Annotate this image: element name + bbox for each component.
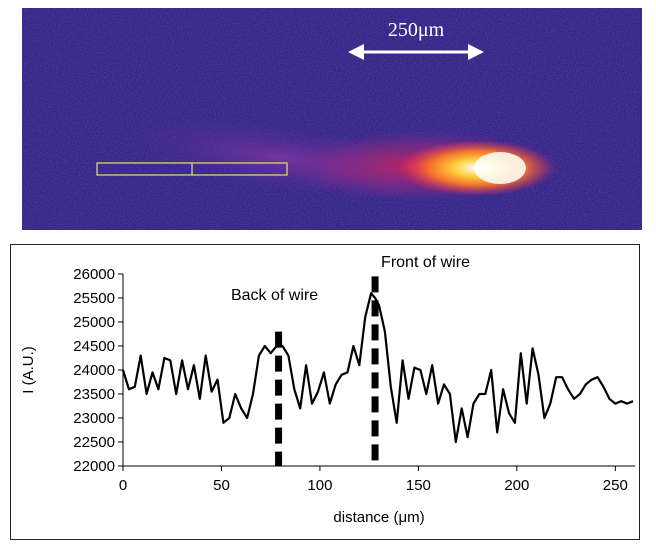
y-tick-label: 22000 (73, 458, 115, 475)
y-tick-label: 25000 (73, 314, 115, 331)
x-tick-label: 200 (504, 477, 529, 494)
scale-label: 250μm (388, 19, 445, 41)
y-axis-label: I (A.U.) (20, 346, 37, 394)
x-tick-label: 150 (406, 477, 431, 494)
intensity-image: 250μm (22, 8, 642, 230)
y-tick-label: 22500 (73, 434, 115, 451)
y-tick-label: 23500 (73, 386, 115, 403)
scale-arrow (348, 44, 484, 60)
annotation-label: Back of wire (231, 287, 318, 304)
x-tick-label: 0 (119, 477, 127, 494)
x-tick-label: 250 (603, 477, 628, 494)
y-tick-label: 26000 (73, 266, 115, 283)
annotation-label: Front of wire (381, 254, 470, 271)
chart-panel: 22000 22500 23000 23500 24000 24500 25000 25500… (10, 244, 640, 540)
x-tick-label: 100 (307, 477, 332, 494)
y-tick-label: 24000 (73, 362, 115, 379)
x-tick-label: 50 (213, 477, 230, 494)
intensity-profile-chart: 22000 22500 23000 23500 24000 24500 25000 25500… (20, 254, 635, 526)
y-tick-label: 24500 (73, 338, 115, 355)
roi-box (96, 162, 288, 176)
x-axis-label: distance (μm) (333, 509, 424, 526)
plume-hotspot (474, 152, 526, 184)
intensity-profile-line (121, 292, 634, 444)
y-tick-label: 25500 (73, 290, 115, 307)
y-tick-label: 23000 (73, 410, 115, 427)
